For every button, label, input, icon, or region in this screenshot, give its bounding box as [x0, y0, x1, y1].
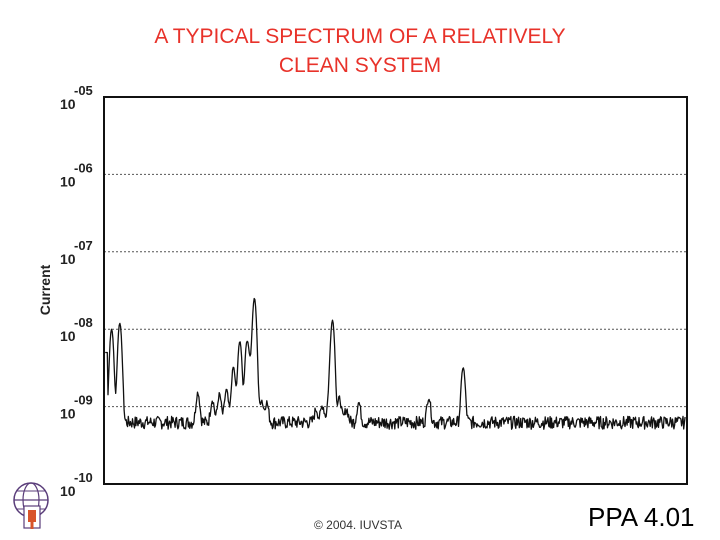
- y-tick-exponent: -06: [74, 160, 93, 175]
- slide-title-line2: CLEAN SYSTEM: [278, 54, 442, 77]
- y-tick-exponent: -10: [74, 470, 93, 485]
- y-tick-base: 10: [60, 96, 76, 112]
- copyright-text: © 2004. IUVSTA: [314, 518, 402, 532]
- slide-code: PPA 4.01: [588, 502, 695, 532]
- y-tick-exponent: -05: [74, 83, 93, 98]
- chart-gridlines: [104, 173, 687, 408]
- y-tick-base: 10: [60, 328, 76, 344]
- y-tick-base: 10: [60, 251, 76, 267]
- slide-title-line1: A TYPICAL SPECTRUM OF A RELATIVELY: [154, 25, 566, 48]
- y-tick-base: 10: [60, 483, 76, 499]
- y-tick-exponent: -09: [74, 393, 93, 408]
- y-axis-label: Current: [37, 264, 53, 315]
- y-tick-base: 10: [60, 406, 76, 422]
- slide-title: A TYPICAL SPECTRUM OF A RELATIVELY CLEAN…: [80, 22, 640, 80]
- y-tick-base: 10: [60, 173, 76, 189]
- y-tick-exponent: -08: [74, 315, 93, 330]
- plot-frame: [103, 96, 688, 485]
- spectrum-trace: [105, 297, 686, 430]
- iuvsta-logo-icon: [13, 482, 49, 529]
- y-tick-exponent: -07: [74, 238, 93, 253]
